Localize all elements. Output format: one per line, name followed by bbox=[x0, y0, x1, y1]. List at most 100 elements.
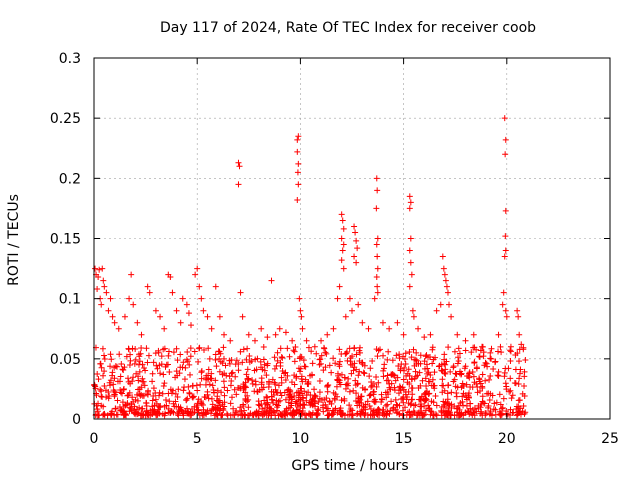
data-point bbox=[479, 383, 486, 390]
data-point bbox=[507, 347, 514, 354]
data-point bbox=[502, 247, 509, 254]
data-point bbox=[192, 271, 199, 278]
data-point bbox=[277, 389, 284, 396]
data-point bbox=[100, 372, 107, 379]
data-point bbox=[94, 370, 101, 377]
data-point bbox=[423, 388, 430, 395]
data-point bbox=[216, 313, 223, 320]
data-point bbox=[442, 277, 449, 284]
data-point bbox=[270, 399, 277, 406]
data-point bbox=[126, 404, 133, 411]
data-point bbox=[189, 382, 196, 389]
data-point bbox=[274, 349, 281, 356]
data-point bbox=[487, 373, 494, 380]
x-axis-label: GPS time / hours bbox=[291, 458, 408, 474]
data-point bbox=[149, 378, 156, 385]
data-point bbox=[303, 337, 310, 344]
y-tick-labels: 0 0.05 0.1 0.15 0.2 0.25 0.3 bbox=[50, 51, 81, 428]
data-point bbox=[479, 393, 486, 400]
data-point bbox=[375, 379, 382, 386]
data-point bbox=[301, 363, 308, 370]
data-point bbox=[273, 362, 280, 369]
data-point bbox=[156, 392, 163, 399]
data-point bbox=[158, 361, 165, 368]
data-point bbox=[448, 389, 455, 396]
data-point bbox=[123, 353, 130, 360]
data-point bbox=[146, 289, 153, 296]
data-point bbox=[459, 393, 466, 400]
data-point bbox=[235, 181, 242, 188]
data-point bbox=[396, 355, 403, 362]
data-point bbox=[298, 313, 305, 320]
data-point bbox=[107, 351, 114, 358]
data-point bbox=[375, 347, 382, 354]
data-point bbox=[298, 385, 305, 392]
data-point bbox=[238, 408, 245, 415]
data-point bbox=[370, 391, 377, 398]
data-point bbox=[300, 395, 307, 402]
data-point bbox=[282, 396, 289, 403]
data-point bbox=[179, 295, 186, 302]
data-point bbox=[245, 404, 252, 411]
data-point bbox=[250, 411, 257, 418]
data-point bbox=[353, 237, 360, 244]
data-point bbox=[341, 395, 348, 402]
data-point bbox=[344, 380, 351, 387]
data-points bbox=[91, 115, 529, 419]
data-point bbox=[442, 366, 449, 373]
data-point bbox=[476, 353, 483, 360]
data-point bbox=[502, 136, 509, 143]
data-point bbox=[467, 400, 474, 407]
data-point bbox=[443, 283, 450, 290]
data-point bbox=[158, 353, 165, 360]
data-point bbox=[393, 401, 400, 408]
data-point bbox=[184, 349, 191, 356]
data-point bbox=[384, 356, 391, 363]
data-point bbox=[244, 392, 251, 399]
data-point bbox=[115, 325, 122, 332]
data-point bbox=[185, 310, 192, 317]
data-point bbox=[416, 412, 423, 419]
data-point bbox=[136, 358, 143, 365]
data-point bbox=[353, 351, 360, 358]
data-point bbox=[221, 370, 228, 377]
data-point bbox=[383, 402, 390, 409]
data-point bbox=[406, 348, 413, 355]
data-point bbox=[118, 360, 125, 367]
data-point bbox=[271, 365, 278, 372]
data-point bbox=[351, 253, 358, 260]
data-point bbox=[441, 369, 448, 376]
data-point bbox=[336, 283, 343, 290]
data-point bbox=[373, 175, 380, 182]
data-point bbox=[350, 367, 357, 374]
data-point bbox=[139, 361, 146, 368]
data-point bbox=[429, 360, 436, 367]
data-point bbox=[290, 347, 297, 354]
data-point bbox=[191, 403, 198, 410]
data-point bbox=[130, 406, 137, 413]
data-point bbox=[141, 382, 148, 389]
data-point bbox=[210, 386, 217, 393]
data-point bbox=[129, 394, 136, 401]
data-point bbox=[202, 394, 209, 401]
data-point bbox=[106, 379, 113, 386]
data-point bbox=[213, 363, 220, 370]
data-point bbox=[136, 404, 143, 411]
data-point bbox=[109, 313, 116, 320]
data-point bbox=[220, 344, 227, 351]
data-point bbox=[408, 271, 415, 278]
data-point bbox=[92, 383, 99, 390]
data-point bbox=[132, 396, 139, 403]
data-point bbox=[357, 396, 364, 403]
data-point bbox=[507, 387, 514, 394]
data-point bbox=[180, 387, 187, 394]
data-point bbox=[187, 353, 194, 360]
data-point bbox=[257, 358, 264, 365]
data-point bbox=[269, 396, 276, 403]
data-point bbox=[453, 393, 460, 400]
data-point bbox=[326, 398, 333, 405]
x-tick-labels: 0 5 10 15 20 25 bbox=[90, 431, 619, 447]
data-point bbox=[384, 408, 391, 415]
data-point bbox=[362, 401, 369, 408]
data-point bbox=[499, 404, 506, 411]
